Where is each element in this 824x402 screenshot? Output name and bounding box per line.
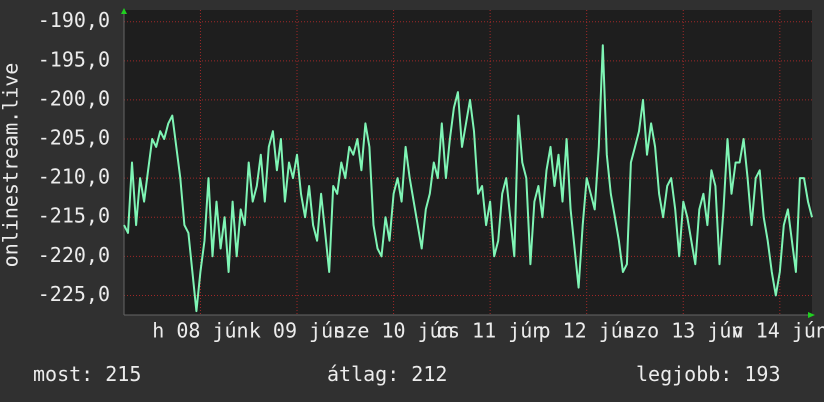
y-tick-label: -200,0 [38, 86, 110, 110]
y-tick-label: -220,0 [38, 243, 110, 267]
stat-label: most: [33, 362, 93, 386]
plot-area [124, 10, 812, 315]
x-tick-label: cs 11 jún [436, 319, 544, 343]
axis-arrow [121, 8, 127, 14]
y-axis-label: onlinestream.live [0, 63, 23, 268]
stat-label: legjobb: [636, 362, 732, 386]
x-tick-label: p 12 jún [539, 319, 635, 343]
y-tick-label: -205,0 [38, 126, 110, 150]
x-tick-label: szo 13 jún [623, 319, 743, 343]
stat-value: 193 [744, 362, 780, 386]
stat: legjobb: 193 [636, 362, 781, 386]
y-tick-label: -215,0 [38, 204, 110, 228]
y-tick-label: -225,0 [38, 282, 110, 306]
stat-label: átlag: [327, 362, 399, 386]
x-tick-label: k 09 jún [249, 319, 345, 343]
axis-arrow [808, 312, 815, 318]
stat-value: 215 [105, 362, 141, 386]
stat: most: 215 [33, 362, 141, 386]
y-tick-label: -210,0 [38, 165, 110, 189]
y-tick-label: -195,0 [38, 47, 110, 71]
x-tick-label: v 14 jún [732, 319, 824, 343]
y-tick-label: -190,0 [38, 8, 110, 32]
x-tick-label: h 08 jún [152, 319, 248, 343]
x-tick-label: sze 10 jún [333, 319, 453, 343]
stat: átlag: 212 [327, 362, 447, 386]
stat-value: 212 [411, 362, 447, 386]
data-line [123, 44, 813, 313]
